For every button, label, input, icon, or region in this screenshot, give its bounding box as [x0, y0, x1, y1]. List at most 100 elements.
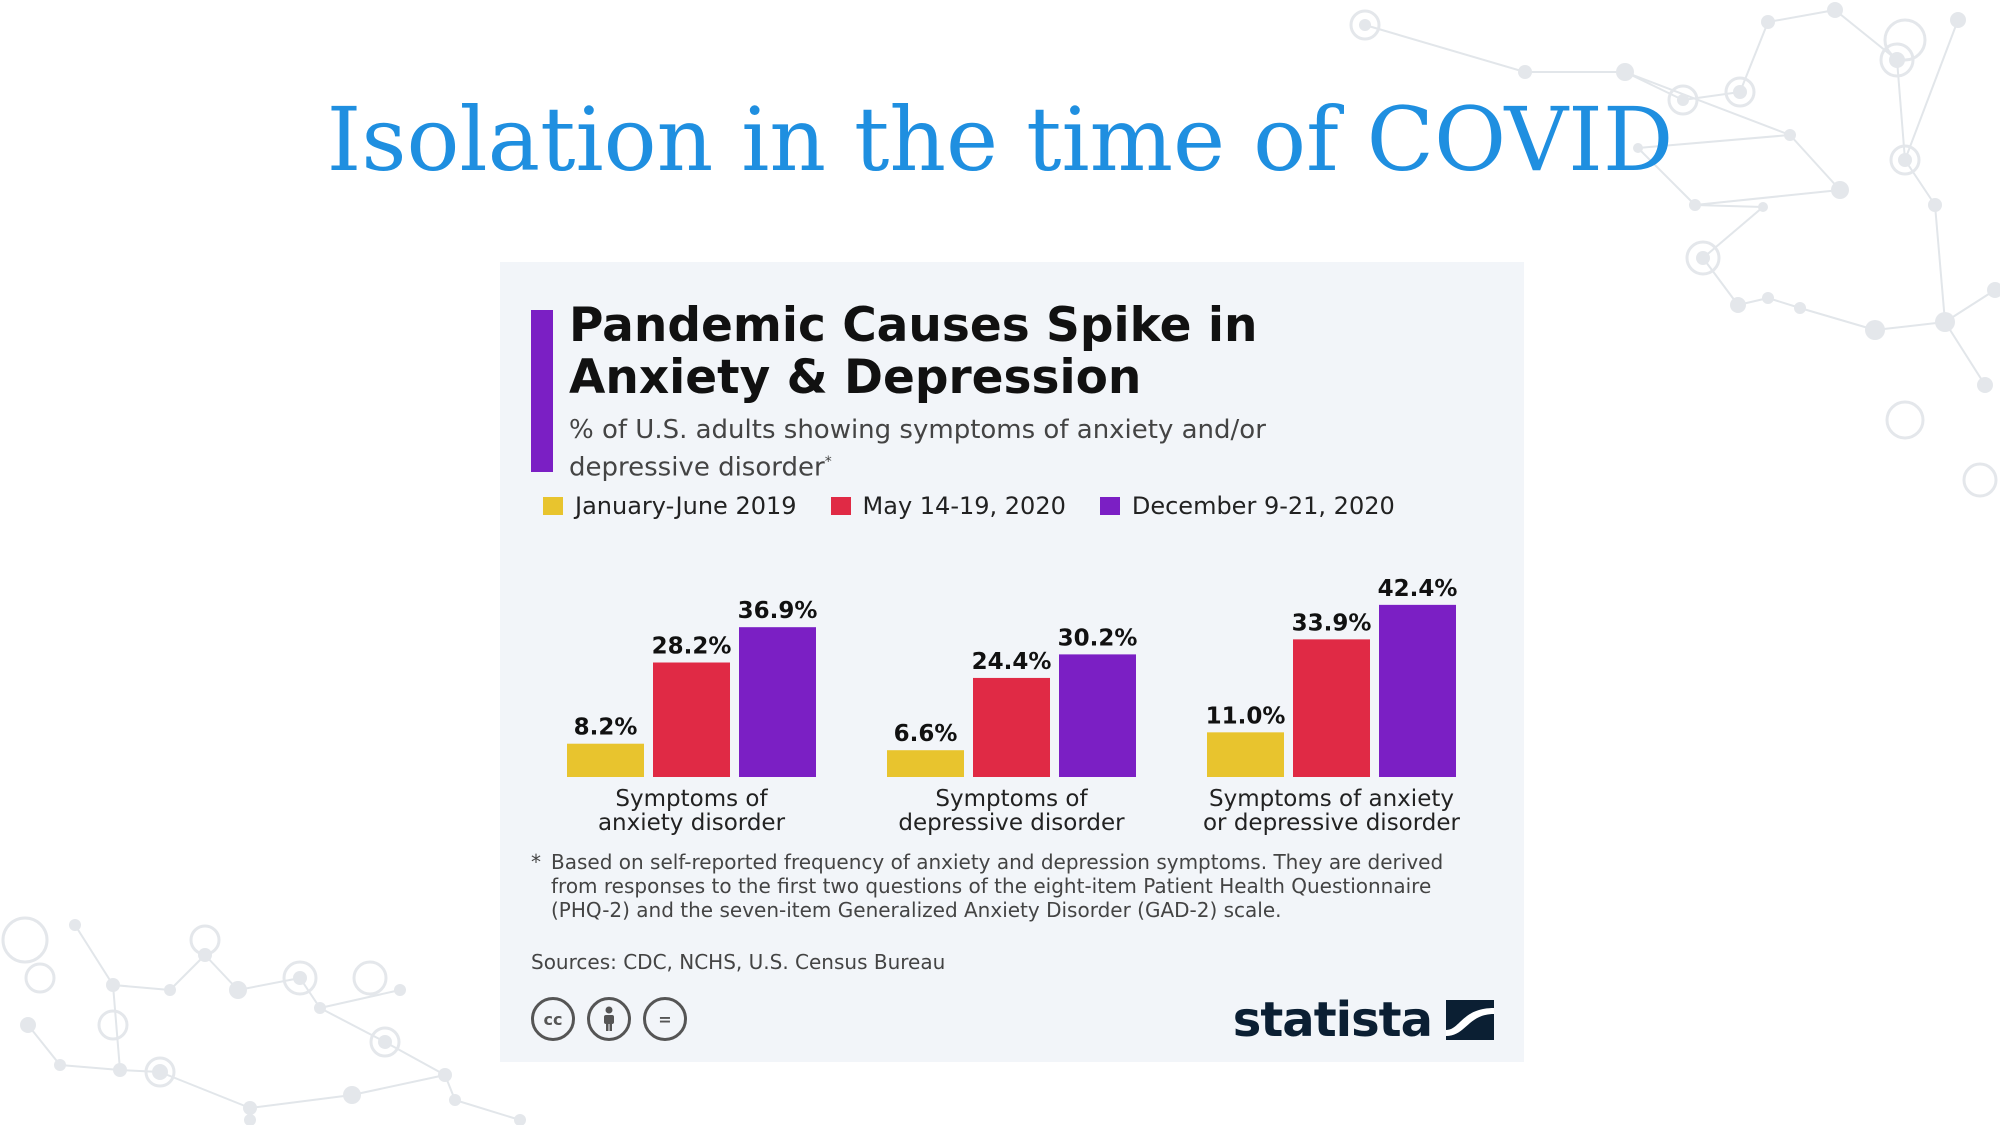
- network-ring: [1962, 462, 1998, 498]
- no-derivatives-icon[interactable]: =: [643, 997, 687, 1041]
- network-node: [1677, 94, 1689, 106]
- network-node: [152, 1064, 168, 1080]
- bar: [887, 750, 964, 777]
- network-node: [514, 1114, 526, 1125]
- network-node: [1950, 12, 1966, 28]
- footnote-text: Based on self-reported frequency of anxi…: [551, 850, 1444, 922]
- bar: [1379, 604, 1456, 777]
- network-edge: [237, 977, 301, 991]
- network-edge: [1702, 257, 1739, 306]
- network-ring: [1667, 84, 1699, 116]
- network-node: [1987, 282, 2000, 298]
- network-ring: [1685, 240, 1721, 276]
- network-node: [1696, 251, 1710, 265]
- network-edge: [1834, 9, 1898, 61]
- no-derivatives-glyph: =: [658, 1009, 672, 1029]
- network-ring: [144, 1056, 176, 1088]
- network-edge: [1904, 159, 1936, 206]
- legend-swatch: [1099, 497, 1120, 515]
- sources: Sources: CDC, NCHS, U.S. Census Bureau: [531, 950, 946, 974]
- bar: [1059, 654, 1136, 777]
- category-label: Symptoms of: [615, 786, 768, 812]
- network-edge: [319, 989, 401, 1009]
- subtitle-footnote-marker: *: [824, 454, 832, 470]
- network-node: [1935, 312, 1955, 332]
- network-ring: [1349, 9, 1381, 41]
- bar-value-label: 6.6%: [894, 721, 958, 747]
- license-icons: cc =: [531, 997, 687, 1041]
- network-node: [394, 984, 406, 996]
- bar-value-label: 42.4%: [1378, 576, 1458, 602]
- bar: [567, 743, 644, 777]
- network-node: [449, 1094, 461, 1106]
- statista-logo-icon: [1446, 1000, 1494, 1040]
- bar-value-label: 36.9%: [738, 598, 818, 624]
- cc-icon[interactable]: cc: [531, 997, 575, 1041]
- network-node: [1827, 2, 1843, 18]
- legend-swatch: [830, 497, 851, 515]
- bar-value-label: 11.0%: [1206, 703, 1286, 729]
- network-node: [343, 1086, 361, 1104]
- network-ring: [189, 924, 221, 956]
- bar-value-label: 8.2%: [574, 715, 638, 741]
- attribution-icon[interactable]: [587, 997, 631, 1041]
- network-node: [1977, 377, 1993, 393]
- network-node: [1359, 19, 1371, 31]
- bar: [653, 662, 730, 777]
- network-edge: [1702, 206, 1764, 259]
- network-edge: [112, 984, 121, 1071]
- network-edge: [1874, 321, 1946, 331]
- network-node: [438, 1068, 452, 1082]
- network-edge: [1694, 189, 1841, 206]
- bar: [1293, 639, 1370, 777]
- network-node: [106, 978, 120, 992]
- network-edge: [1739, 21, 1769, 93]
- network-node: [243, 1101, 257, 1115]
- network-node: [1898, 153, 1912, 167]
- brand-name: statista: [1232, 992, 1433, 1048]
- network-ring: [1, 916, 49, 964]
- legend-item: May 14-19, 2020: [830, 492, 1066, 520]
- network-edge: [74, 924, 114, 986]
- network-node: [244, 1114, 256, 1125]
- network-ring: [24, 962, 56, 994]
- network-node: [164, 984, 176, 996]
- network-node: [1761, 15, 1775, 29]
- network-node: [1928, 198, 1942, 212]
- chart-legend: January-June 2019 May 14-19, 2020 December…: [543, 492, 1395, 520]
- statista-brand[interactable]: statista: [1233, 992, 1494, 1048]
- network-edge: [112, 984, 171, 991]
- legend-item: December 9-21, 2020: [1099, 492, 1395, 520]
- legend-label: January-June 2019: [575, 492, 797, 520]
- network-ring: [352, 960, 388, 996]
- network-node: [69, 919, 81, 931]
- network-edge: [27, 1024, 61, 1066]
- network-node: [229, 981, 247, 999]
- chart-subtitle: % of U.S. adults showing symptoms of anx…: [569, 414, 1269, 484]
- legend-label: May 14-19, 2020: [862, 492, 1066, 520]
- bar-value-label: 33.9%: [1292, 610, 1372, 636]
- network-edge: [454, 1099, 521, 1121]
- person-icon: [604, 1006, 614, 1031]
- bar-value-label: 28.2%: [652, 634, 732, 660]
- network-node: [1616, 63, 1634, 81]
- network-edge: [1799, 307, 1876, 331]
- network-node: [1762, 292, 1774, 304]
- network-node: [1794, 302, 1806, 314]
- bar: [973, 677, 1050, 777]
- network-edge: [249, 1094, 353, 1109]
- bar: [1207, 732, 1284, 777]
- network-edge: [159, 1071, 251, 1109]
- footnote-marker: *: [531, 850, 541, 874]
- category-label: or depressive disorder: [1203, 810, 1461, 836]
- network-ring: [1889, 144, 1921, 176]
- network-edge: [1637, 134, 1791, 149]
- footnote: * Based on self-reported frequency of an…: [531, 850, 1491, 922]
- network-edge: [1624, 71, 1791, 136]
- network-edge: [169, 954, 206, 991]
- network-ring: [1724, 76, 1756, 108]
- network-edge: [1637, 147, 1696, 206]
- network-edge: [1934, 204, 1946, 323]
